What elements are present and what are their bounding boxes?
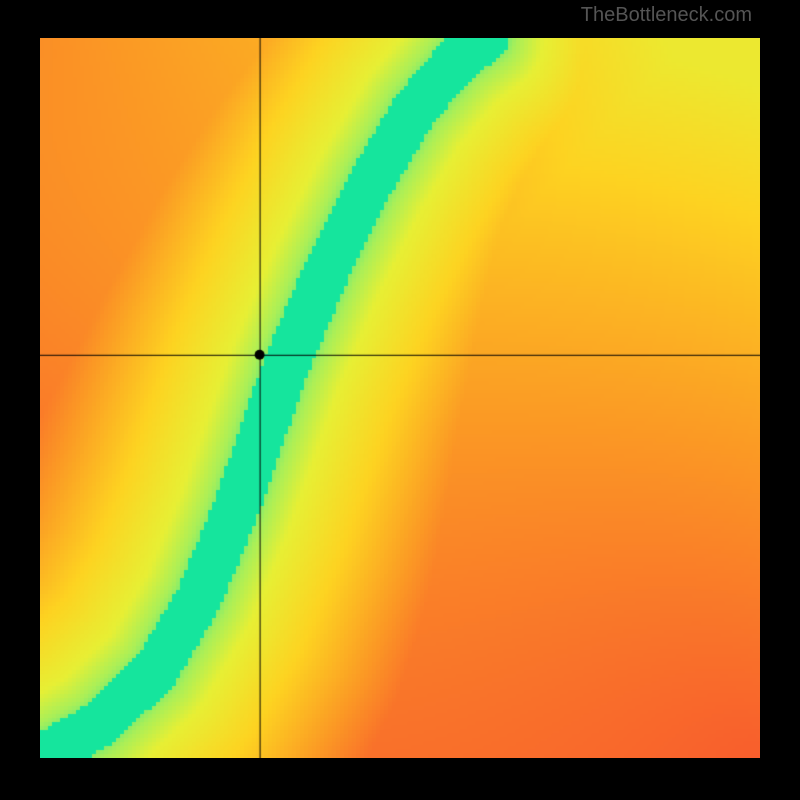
watermark-text: TheBottleneck.com	[581, 4, 752, 27]
crosshair-overlay	[40, 38, 760, 758]
